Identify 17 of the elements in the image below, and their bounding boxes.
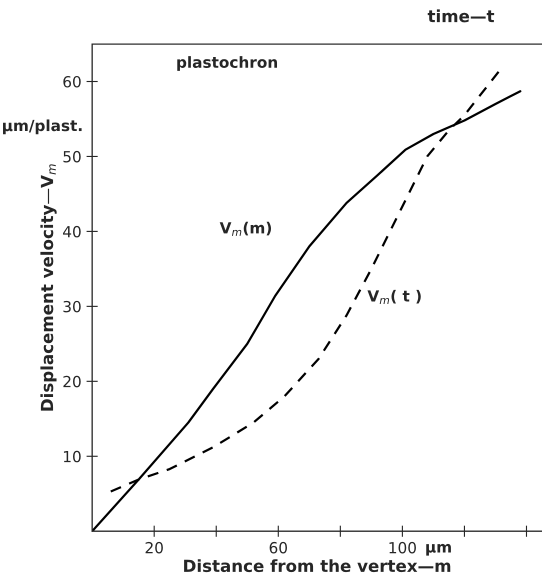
annotation: plastochron [177,56,278,71]
text: V$_{m}$(m) [220,222,272,236]
x-axis-title: Distance from the vertex—m [184,559,450,572]
series-label: V$_{m}$( t ) [367,290,421,304]
y-tick-label: 20 [63,376,81,388]
x-tick-label: 60 [270,542,287,554]
x-tick-label: 100 [389,542,416,554]
text: µm/plast. [3,119,82,134]
y-tick-label: 50 [63,150,81,162]
y-tick-label: 40 [63,226,81,238]
y-axis-title: Displacement velocity—V$_{m}$ [40,164,57,411]
y-tick-label: 30 [63,300,81,312]
x-tick-label: 20 [146,542,163,554]
y-tick-label: 60 [63,76,81,88]
text: µm [426,544,451,556]
y-tick-label: 10 [64,450,81,462]
x2-axis-title: time—t [428,9,494,22]
